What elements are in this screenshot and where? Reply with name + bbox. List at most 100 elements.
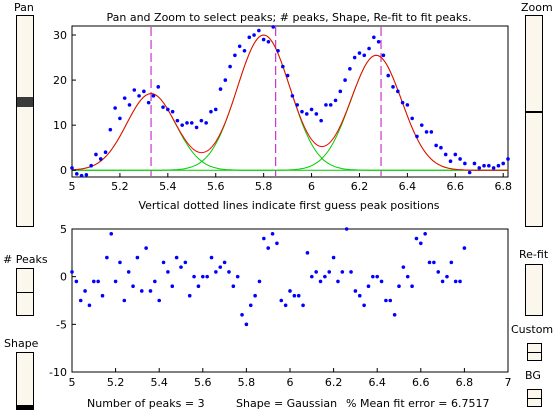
residual-point <box>100 293 105 298</box>
residual-x-tick-label: 6.4 <box>368 376 386 389</box>
pan-slider-thumb[interactable] <box>17 97 33 108</box>
data-point <box>391 85 395 89</box>
residual-point <box>161 260 166 265</box>
residual-point <box>231 284 236 289</box>
data-point <box>175 118 180 123</box>
residual-x-tick-label: 7 <box>505 376 512 389</box>
data-point <box>405 103 410 107</box>
data-point <box>501 161 506 166</box>
data-point <box>132 88 137 92</box>
residual-point <box>139 289 144 293</box>
data-point <box>333 98 338 103</box>
shape-status: Shape = Gaussian <box>236 397 338 410</box>
data-point <box>463 161 467 166</box>
residual-y-tick-label: -10 <box>49 366 67 379</box>
residual-x-tick-label: 6.8 <box>456 376 474 389</box>
data-point <box>477 166 482 170</box>
residual-point <box>96 279 100 284</box>
refit-button[interactable] <box>525 264 543 316</box>
residual-point <box>144 246 148 250</box>
data-point <box>506 157 510 161</box>
residual-y-ticks: 5 0 -5 -10 <box>49 223 76 379</box>
residual-x-tick-label: 6 <box>287 376 294 389</box>
data-point <box>266 39 271 44</box>
data-point <box>324 103 328 107</box>
residual-point <box>70 270 74 274</box>
residual-point <box>183 260 188 265</box>
data-point <box>343 78 347 82</box>
residual-point <box>109 231 114 236</box>
data-point <box>84 172 89 177</box>
data-point <box>103 150 108 155</box>
data-point <box>218 87 223 91</box>
residual-point <box>214 270 218 274</box>
top-x-tick-label: 6.6 <box>447 180 465 193</box>
data-point <box>285 73 290 78</box>
residual-point <box>209 255 214 260</box>
peaks-spinner[interactable] <box>16 268 34 316</box>
shape-spinner[interactable] <box>16 352 34 410</box>
residual-point <box>113 279 118 284</box>
top-x-tick-label: 6 <box>308 180 315 193</box>
residual-point <box>235 274 240 279</box>
residual-point <box>414 236 419 241</box>
residual-point <box>410 284 414 289</box>
top-fit-curve <box>71 34 508 171</box>
residual-x-tick-label: 5.6 <box>194 376 212 389</box>
residual-point <box>87 303 92 308</box>
pan-label: Pan <box>14 1 34 14</box>
residual-point <box>240 313 244 317</box>
residual-y-tick-label: -5 <box>56 318 67 331</box>
residual-point <box>314 270 318 274</box>
data-point <box>487 163 491 168</box>
custom-toggle[interactable] <box>527 343 542 361</box>
residual-point <box>462 246 467 250</box>
data-point <box>156 85 161 89</box>
data-point <box>314 112 319 116</box>
zoom-slider[interactable] <box>525 15 543 227</box>
residual-point <box>362 303 366 308</box>
bg-toggle[interactable] <box>527 389 542 407</box>
top-plot-frame <box>71 25 509 178</box>
data-point <box>348 67 352 71</box>
top-y-tick-label: 20 <box>53 74 67 87</box>
data-point <box>276 48 280 53</box>
residual-point <box>327 270 332 274</box>
data-point <box>491 166 496 170</box>
bg-label: BG <box>525 369 541 382</box>
data-point <box>448 159 453 164</box>
residual-point <box>405 274 410 279</box>
zoom-slider-thumb[interactable] <box>526 111 542 114</box>
fit-error-status: % Mean fit error = 6.7517 <box>346 397 490 410</box>
residual-point <box>275 241 279 246</box>
peaks-label: # Peaks <box>3 253 48 266</box>
data-point <box>137 94 141 98</box>
data-point <box>290 94 295 98</box>
residual-point <box>375 274 380 279</box>
residual-x-tick-label: 6.2 <box>325 376 343 389</box>
data-point <box>170 109 175 114</box>
data-point <box>247 35 252 40</box>
data-point <box>142 89 146 94</box>
data-point <box>233 53 237 58</box>
residual-point <box>218 265 223 269</box>
data-point <box>189 121 194 125</box>
residual-point <box>135 255 140 260</box>
data-point <box>228 64 232 69</box>
data-point <box>79 173 84 178</box>
data-point <box>242 48 247 53</box>
data-point <box>443 152 448 157</box>
data-point <box>400 100 405 105</box>
residual-point <box>445 274 449 279</box>
residual-point <box>336 279 340 284</box>
data-point <box>472 161 477 166</box>
pan-slider[interactable] <box>16 15 34 227</box>
top-x-tick-label: 6.2 <box>351 180 369 193</box>
data-point <box>89 163 93 168</box>
data-point <box>458 157 462 161</box>
residual-point <box>105 255 109 260</box>
residual-point <box>153 279 157 284</box>
data-point <box>300 109 304 114</box>
data-point <box>122 96 127 100</box>
